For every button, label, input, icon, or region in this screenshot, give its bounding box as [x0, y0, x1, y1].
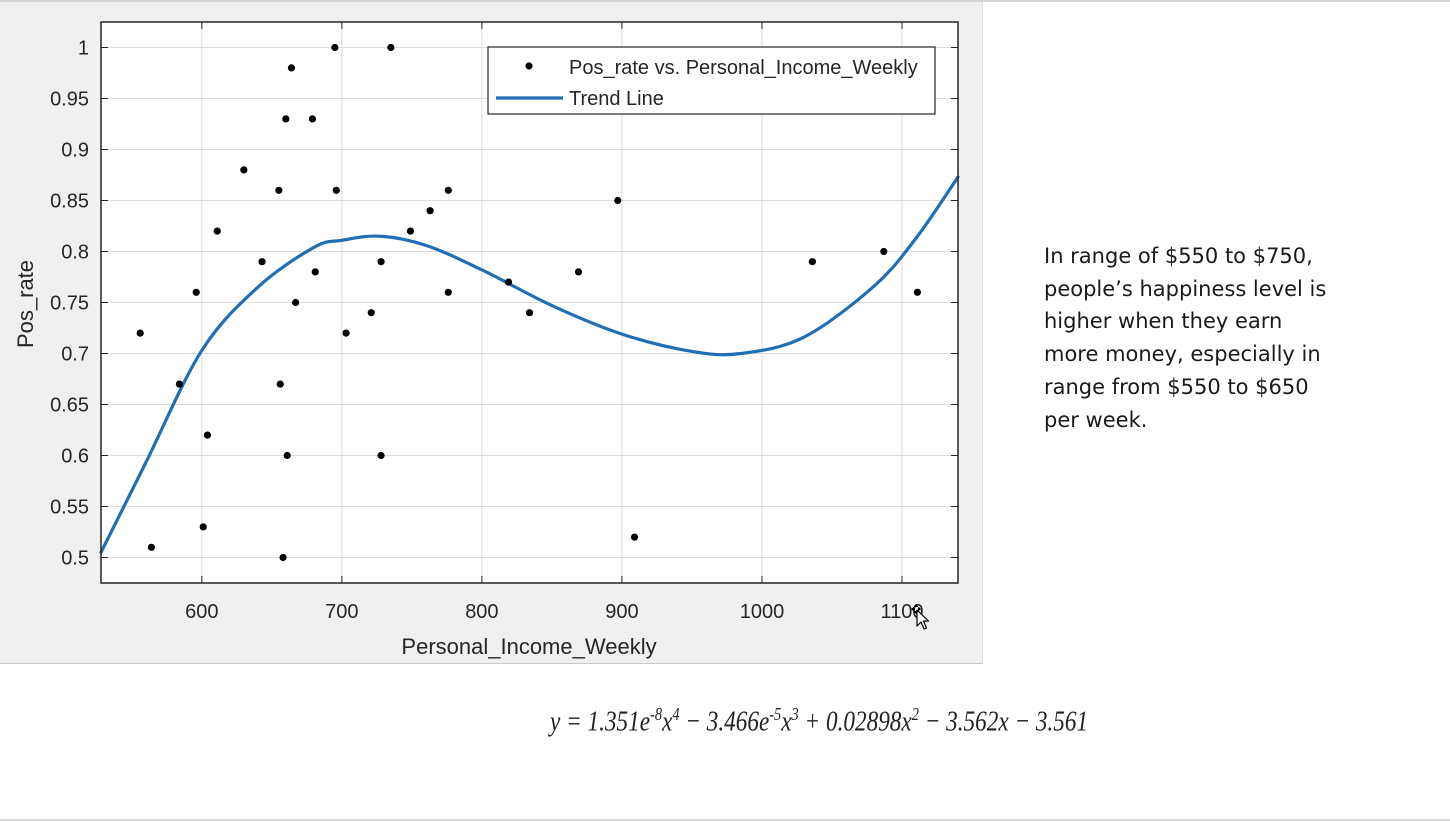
legend-box — [487, 46, 936, 115]
data-point — [175, 380, 184, 388]
figure-window: 600 700 800 900 1000 1100 0.5 0.55 0.6 0.65 0.7 0.… — [0, 2, 983, 664]
bottom-border — [0, 819, 1450, 821]
legend-marker-icon — [525, 62, 533, 70]
x-tick-labels: 600 700 800 900 1000 1100 — [185, 601, 923, 623]
y-tick-label: 0.95 — [50, 89, 89, 111]
y-tick-label: 0.75 — [50, 293, 89, 315]
data-point — [387, 43, 395, 52]
data-point — [630, 533, 639, 541]
trend-equation: y = 1.351e-8x4 − 3.466e-5x3 + 0.02898x2 … — [550, 704, 1089, 738]
data-point — [525, 309, 534, 317]
legend-label-scatter: Pos_rate vs. Personal_Income_Weekly — [569, 57, 918, 79]
data-point — [308, 115, 317, 123]
x-tick-label: 900 — [605, 601, 638, 623]
data-point — [240, 166, 248, 174]
data-point — [444, 186, 452, 194]
data-point — [287, 64, 296, 72]
data-point — [258, 258, 266, 266]
data-point — [199, 523, 207, 531]
data-point — [426, 207, 434, 215]
data-point — [311, 268, 319, 276]
legend: Pos_rate vs. Personal_Income_Weekly Tren… — [487, 46, 936, 115]
data-point — [147, 543, 156, 551]
tick-marks — [101, 22, 958, 583]
data-point — [192, 288, 200, 296]
data-point — [282, 115, 290, 123]
y-axis-label: Pos_rate — [13, 260, 38, 348]
y-tick-label: 0.7 — [61, 344, 89, 366]
data-point — [504, 278, 513, 286]
data-point — [213, 227, 221, 235]
y-tick-label: 0.85 — [50, 191, 89, 213]
scatter-chart: 600 700 800 900 1000 1100 0.50.550.60.650.70.… — [13, 21, 960, 659]
annotation-text: In range of $550 to $750, people’s happi… — [1044, 244, 1327, 432]
data-point — [367, 309, 375, 317]
legend-label-trend: Trend Line — [569, 88, 664, 110]
y-tick-label: 0.55 — [50, 497, 89, 519]
x-axis-label: Personal_Income_Weekly — [401, 634, 656, 659]
data-points — [136, 43, 921, 562]
data-point — [377, 451, 385, 460]
data-point — [444, 288, 452, 296]
data-point — [332, 186, 340, 194]
trend-line — [99, 175, 960, 554]
x-tick-label: 1000 — [740, 601, 785, 623]
grid-lines — [101, 22, 958, 583]
data-point — [614, 196, 622, 205]
data-point — [331, 43, 339, 52]
trend-line-layer — [99, 175, 960, 554]
data-point — [279, 553, 287, 562]
data-point — [283, 451, 291, 460]
top-border — [0, 0, 1450, 2]
data-point — [808, 258, 816, 266]
y-tick-label: 0.5 — [61, 548, 89, 570]
x-tick-label: 700 — [325, 601, 358, 623]
x-tick-label: 600 — [185, 601, 218, 623]
data-point — [406, 227, 415, 235]
data-point — [292, 298, 300, 307]
y-tick-label: 0.65 — [50, 395, 89, 417]
data-point — [276, 380, 284, 388]
y-tick-label: 0.9 — [61, 140, 89, 162]
data-point — [377, 258, 385, 266]
axes-frame — [100, 21, 959, 584]
data-point — [913, 288, 921, 296]
x-tick-label: 1100 — [880, 601, 923, 623]
data-point — [275, 186, 283, 194]
data-point — [136, 329, 144, 337]
data-point — [203, 431, 212, 439]
arrow-move-cursor-icon — [911, 604, 929, 630]
data-point — [342, 329, 350, 337]
data-point — [880, 247, 888, 256]
x-tick-label: 800 — [465, 601, 498, 623]
y-tick-label: 1 — [78, 38, 89, 60]
y-tick-label: 0.6 — [61, 446, 89, 468]
y-tick-labels: 0.5 0.55 0.6 0.65 0.7 0.75 0.8 0.85 0.9 0.95 1 — [50, 38, 89, 570]
data-point — [574, 268, 583, 276]
y-tick-label: 0.8 — [61, 242, 89, 264]
